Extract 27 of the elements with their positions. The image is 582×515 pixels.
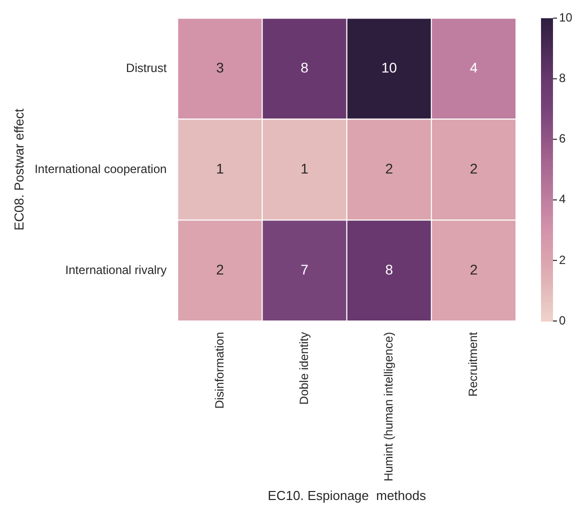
- color-bar-label: 2: [559, 252, 566, 267]
- data-label: 8: [385, 261, 394, 278]
- x-tick-label: Humint (human intelligence): [381, 332, 396, 482]
- y-tick-label: Distrust: [126, 60, 168, 75]
- data-label: 4: [470, 60, 478, 76]
- data-label: 3: [216, 60, 224, 76]
- data-label: 2: [385, 160, 394, 176]
- x-tick-label: Disinformation: [212, 332, 226, 409]
- data-label: 1: [216, 160, 224, 176]
- data-label: 1: [300, 160, 309, 176]
- data-label: 2: [470, 261, 478, 278]
- data-label: 2: [470, 160, 478, 176]
- y-axis-title: EC08. Postwar effect: [11, 108, 26, 231]
- color-bar-label: 8: [559, 71, 566, 86]
- x-tick-label: Doble identity: [296, 332, 311, 405]
- data-label: 8: [300, 60, 309, 76]
- data-label: 7: [300, 261, 309, 278]
- color-bar-label: 0: [559, 313, 566, 328]
- color-bar-label: 10: [559, 10, 573, 25]
- x-axis-title: EC10. Espionage methods: [268, 488, 426, 503]
- color-bar-label: 6: [559, 132, 566, 146]
- y-tick-label: International cooperation: [34, 162, 167, 176]
- data-label: 10: [381, 60, 398, 76]
- color-bar-label: 4: [559, 192, 566, 206]
- y-tick-label: International rivalry: [65, 262, 167, 277]
- x-tick-label: Recruitment: [466, 331, 480, 397]
- data-label: 2: [216, 261, 224, 278]
